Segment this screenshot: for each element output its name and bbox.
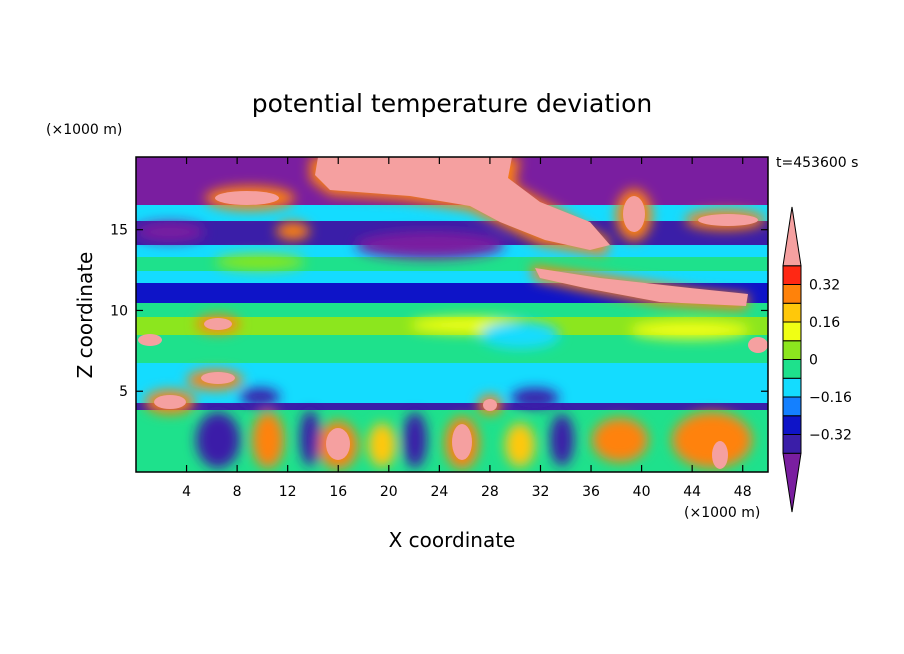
peak-region (623, 196, 645, 232)
field-band (136, 335, 768, 363)
colorbar-tick-label: 0.32 (809, 278, 840, 294)
cool-anomaly (136, 222, 205, 242)
y-tick-label: 10 (110, 303, 128, 319)
x-tick-label: 20 (380, 484, 398, 500)
field-peaks (138, 157, 768, 469)
field-band (136, 205, 768, 221)
peak-region (483, 399, 497, 411)
y-axis-label: Z coordinate (73, 252, 97, 379)
x-tick-label: 12 (279, 484, 297, 500)
cool-anomaly (355, 231, 505, 259)
colorbar-tick-label: −0.32 (809, 428, 852, 444)
x-tick-label: 8 (233, 484, 242, 500)
cool-anomaly (550, 414, 574, 466)
warm-anomaly (252, 412, 284, 468)
cool-anomaly (300, 410, 320, 466)
field-band (136, 271, 768, 283)
x-axis-label: X coordinate (389, 528, 516, 552)
peak-region (215, 191, 279, 205)
colorbar-segment (782, 452, 802, 513)
x-tick-label: 24 (430, 484, 448, 500)
plot-frame (135, 156, 769, 473)
colorbar-tick-label: 0.16 (809, 315, 840, 331)
colorbar-segment (782, 321, 802, 342)
x-tick-label: 40 (633, 484, 651, 500)
warm-anomaly (592, 418, 648, 462)
cool-anomaly (403, 412, 427, 468)
time-label: t=453600 s (776, 155, 858, 171)
warm-anomaly (368, 423, 396, 467)
colorbar-tick-label: −0.16 (809, 390, 852, 406)
warm-anomaly (505, 423, 535, 467)
x-unit-label: (×1000 m) (684, 505, 760, 521)
cool-anomaly (240, 388, 280, 406)
cool-anomaly (511, 388, 559, 408)
peak-region (201, 372, 235, 384)
cool-anomaly (196, 412, 240, 468)
warm-anomaly (672, 412, 752, 468)
heatmap-field (136, 157, 768, 472)
colorbar-segment (782, 265, 802, 285)
colorbar-segment (782, 302, 802, 323)
y-axis: 5 10 15 (110, 223, 768, 400)
x-axis: 4 8 12 16 20 24 28 32 36 40 44 48 (182, 157, 752, 500)
x-tick-label: 32 (532, 484, 550, 500)
warm-anomaly (276, 222, 310, 240)
peak-region (138, 334, 162, 346)
colorbar-segment (782, 434, 802, 454)
x-tick-label: 36 (582, 484, 600, 500)
x-tick-label: 28 (481, 484, 499, 500)
peak-region (698, 214, 758, 226)
colorbar-segment (782, 377, 802, 398)
peak-region (204, 318, 232, 330)
peak-region (452, 424, 472, 460)
x-tick-label: 44 (683, 484, 701, 500)
colorbar-tick-label: 0 (809, 353, 818, 369)
x-tick-label: 48 (734, 484, 752, 500)
colorbar-segment (782, 284, 802, 304)
colorbar-segment (782, 206, 802, 267)
peak-region (154, 395, 186, 409)
field-band (136, 303, 768, 317)
x-tick-label: 4 (182, 484, 191, 500)
colorbar-segment (782, 415, 802, 435)
y-unit-label: (×1000 m) (46, 122, 122, 138)
field-band (136, 403, 768, 410)
peak-region (748, 337, 768, 353)
teal-patch (480, 321, 560, 349)
colorbar: 0.32 0.16 0 −0.16 −0.32 (782, 206, 852, 513)
yellow-patch (215, 254, 305, 270)
peak-region (535, 268, 748, 306)
y-tick-label: 5 (119, 384, 128, 400)
peak-region (712, 441, 728, 469)
yellow-patch (630, 321, 750, 339)
x-tick-label: 16 (329, 484, 347, 500)
colorbar-segment (782, 396, 802, 417)
peak-region (315, 157, 610, 250)
y-tick-label: 15 (110, 223, 128, 239)
colorbar-segment (782, 340, 802, 360)
colorbar-segment (782, 359, 802, 379)
peak-region (326, 428, 350, 460)
chart-title: potential temperature deviation (252, 89, 652, 118)
